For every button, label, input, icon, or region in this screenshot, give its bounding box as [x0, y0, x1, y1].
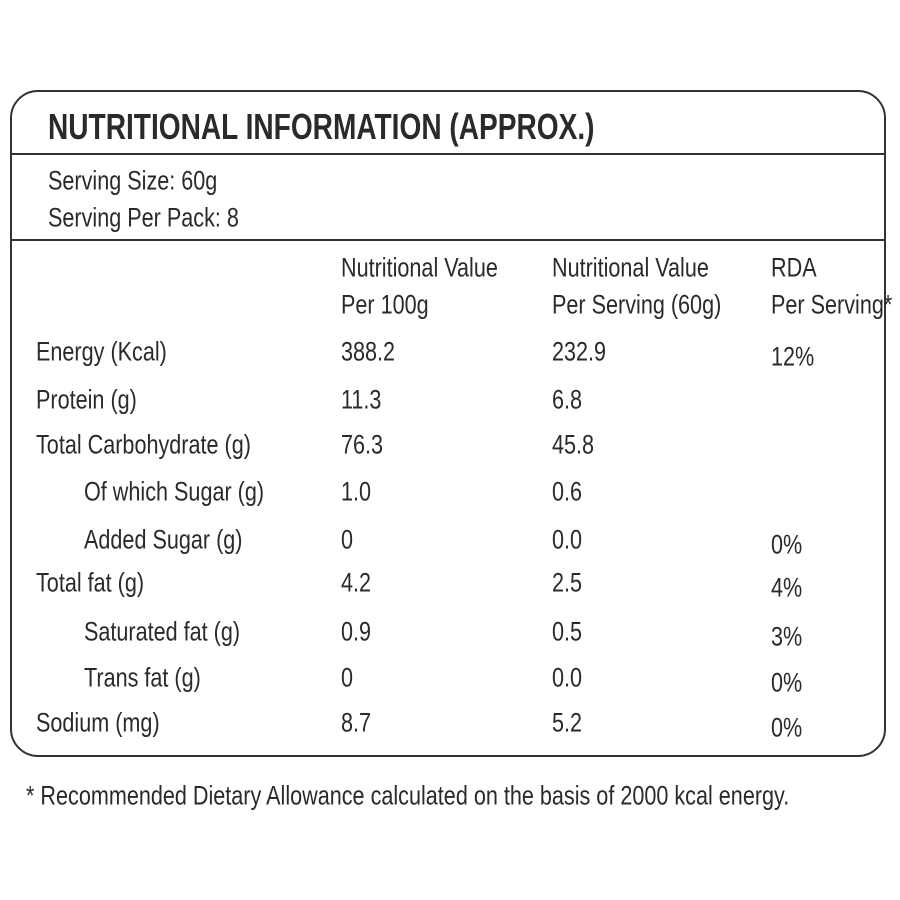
row-label: Sodium (mg)	[36, 707, 160, 738]
rda-value: 12%	[771, 341, 815, 372]
column-header: RDA	[771, 252, 817, 283]
nutrient-value: 232.9	[552, 336, 607, 367]
serving-size: Serving Size: 60g	[48, 165, 218, 196]
nutrient-value: 76.3	[341, 429, 384, 460]
column-header: Per 100g	[341, 289, 429, 320]
nutrient-value: 0.6	[552, 476, 583, 507]
divider	[10, 153, 886, 155]
row-label: Protein (g)	[36, 384, 137, 415]
nutrient-value: 6.8	[552, 384, 583, 415]
row-label: Total fat (g)	[36, 567, 145, 598]
nutrient-value: 2.5	[552, 567, 583, 598]
row-label: Added Sugar (g)	[84, 524, 243, 555]
rda-value: 0%	[771, 712, 803, 743]
column-header: Nutritional Value	[552, 252, 709, 283]
nutrient-value: 0	[341, 662, 354, 693]
rda-value: 4%	[771, 572, 803, 603]
nutrient-value: 0	[341, 524, 354, 555]
rda-value: 0%	[771, 529, 803, 560]
footnote: * Recommended Dietary Allowance calculat…	[26, 780, 790, 811]
rda-value: 3%	[771, 621, 803, 652]
column-header: Per Serving*	[771, 289, 893, 320]
nutrient-value: 11.3	[341, 384, 382, 415]
nutrient-value: 1.0	[341, 476, 372, 507]
nutrient-value: 45.8	[552, 429, 595, 460]
nutrient-value: 5.2	[552, 707, 583, 738]
row-label: Saturated fat (g)	[84, 616, 241, 647]
row-label: Trans fat (g)	[84, 662, 201, 693]
servings-per-pack: Serving Per Pack: 8	[48, 202, 239, 233]
row-label: Of which Sugar (g)	[84, 476, 265, 507]
column-header: Per Serving (60g)	[552, 289, 722, 320]
nutrient-value: 0.5	[552, 616, 583, 647]
nutrient-value: 0.9	[341, 616, 372, 647]
nutrient-value: 0.0	[552, 524, 583, 555]
title: NUTRITIONAL INFORMATION (APPROX.)	[48, 106, 595, 147]
column-header: Nutritional Value	[341, 252, 498, 283]
nutrient-value: 388.2	[341, 336, 396, 367]
nutrient-value: 8.7	[341, 707, 372, 738]
divider	[10, 239, 886, 241]
nutrient-value: 4.2	[341, 567, 372, 598]
label-box	[10, 90, 886, 757]
row-label: Total Carbohydrate (g)	[36, 429, 251, 460]
row-label: Energy (Kcal)	[36, 336, 167, 367]
nutrient-value: 0.0	[552, 662, 583, 693]
rda-value: 0%	[771, 667, 803, 698]
